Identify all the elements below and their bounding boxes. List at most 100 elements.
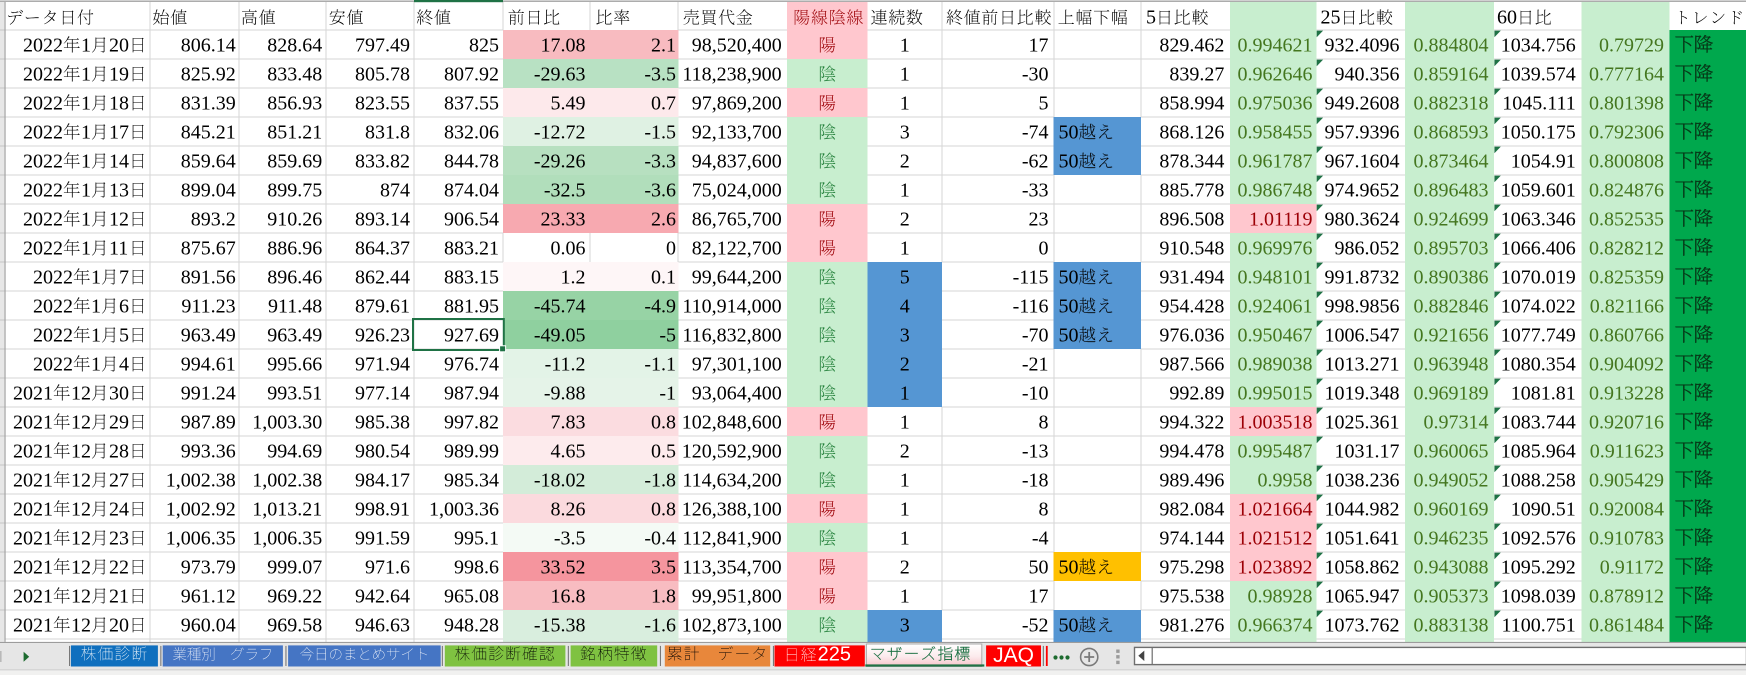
svg-text:1.021512: 1.021512 (1238, 527, 1313, 549)
svg-text:-5: -5 (659, 324, 676, 346)
svg-text:1: 1 (900, 237, 910, 259)
svg-text:1.2: 1.2 (561, 266, 586, 288)
svg-text:2021: 2021 (13, 411, 53, 433)
svg-text:0.948101: 0.948101 (1238, 266, 1313, 288)
svg-text:0: 0 (666, 237, 676, 259)
svg-text:961.12: 961.12 (181, 585, 236, 607)
svg-text:0.801398: 0.801398 (1589, 92, 1664, 114)
svg-text:2: 2 (900, 556, 910, 578)
svg-text:899.75: 899.75 (267, 179, 322, 201)
svg-text:883.15: 883.15 (444, 266, 499, 288)
svg-text:0.5: 0.5 (651, 440, 676, 462)
svg-text:969.58: 969.58 (267, 614, 322, 636)
svg-text:114,634,200: 114,634,200 (682, 469, 781, 491)
svg-text:1,013.21: 1,013.21 (252, 498, 322, 520)
svg-text:974.9652: 974.9652 (1325, 179, 1400, 201)
svg-text:2022: 2022 (23, 63, 63, 85)
svg-text:75,024,000: 75,024,000 (692, 179, 782, 201)
svg-text:0.946235: 0.946235 (1414, 527, 1489, 549)
svg-text:998.6: 998.6 (454, 556, 499, 578)
svg-text:885.778: 885.778 (1159, 179, 1224, 201)
svg-text:1: 1 (81, 237, 91, 259)
svg-text:891.56: 891.56 (181, 266, 236, 288)
svg-text:0.994621: 0.994621 (1238, 34, 1313, 56)
svg-text:8: 8 (1039, 411, 1049, 433)
svg-text:120,592,900: 120,592,900 (682, 440, 782, 462)
svg-text:0.924061: 0.924061 (1238, 295, 1313, 317)
svg-text:30: 30 (109, 382, 129, 404)
svg-text:25: 25 (1321, 7, 1341, 29)
svg-text:994.478: 994.478 (1159, 440, 1224, 462)
svg-text:1025.361: 1025.361 (1325, 411, 1400, 433)
svg-text:974.144: 974.144 (1159, 527, 1224, 549)
svg-text:1034.756: 1034.756 (1501, 34, 1576, 56)
svg-text:0.859164: 0.859164 (1414, 63, 1489, 85)
svg-text:12: 12 (71, 411, 91, 433)
svg-text:0.960169: 0.960169 (1414, 498, 1489, 520)
svg-text:994.69: 994.69 (267, 440, 322, 462)
svg-text:2022: 2022 (23, 34, 63, 56)
svg-text:28: 28 (109, 440, 129, 462)
svg-text:18: 18 (109, 92, 129, 114)
svg-text:1: 1 (900, 92, 910, 114)
svg-text:-1: -1 (659, 382, 676, 404)
svg-text:8: 8 (1039, 498, 1049, 520)
svg-text:1.01119: 1.01119 (1249, 208, 1313, 230)
svg-text:-1.5: -1.5 (644, 121, 676, 143)
svg-text:0.995487: 0.995487 (1238, 440, 1313, 462)
svg-text:2.6: 2.6 (651, 208, 676, 230)
svg-text:874.04: 874.04 (444, 179, 499, 201)
svg-text:980.3624: 980.3624 (1325, 208, 1400, 230)
svg-text:957.9396: 957.9396 (1325, 121, 1400, 143)
svg-text:975.538: 975.538 (1159, 585, 1224, 607)
svg-text:1038.236: 1038.236 (1325, 469, 1400, 491)
svg-text:2021: 2021 (13, 469, 53, 491)
svg-text:0.9958: 0.9958 (1258, 469, 1313, 491)
svg-text:881.95: 881.95 (444, 295, 499, 317)
svg-text:976.74: 976.74 (444, 353, 499, 375)
svg-text:3: 3 (900, 324, 910, 346)
svg-text:971.6: 971.6 (365, 556, 410, 578)
svg-text:0.986748: 0.986748 (1238, 179, 1313, 201)
svg-text:0.878912: 0.878912 (1589, 585, 1664, 607)
svg-text:97,869,200: 97,869,200 (692, 92, 782, 114)
svg-text:1090.51: 1090.51 (1511, 498, 1576, 520)
svg-text:2022: 2022 (33, 295, 73, 317)
svg-text:989.99: 989.99 (444, 440, 499, 462)
svg-text:0.913228: 0.913228 (1589, 382, 1664, 404)
svg-text:-0.4: -0.4 (644, 527, 676, 549)
svg-text:0.8: 0.8 (651, 498, 676, 520)
svg-text:833.48: 833.48 (267, 63, 322, 85)
svg-text:0.975036: 0.975036 (1238, 92, 1313, 114)
svg-text:2: 2 (900, 208, 910, 230)
svg-text:1083.744: 1083.744 (1501, 411, 1576, 433)
svg-text:997.82: 997.82 (444, 411, 499, 433)
svg-text:864.37: 864.37 (355, 237, 410, 259)
svg-text:991.59: 991.59 (355, 527, 410, 549)
svg-text:0.800808: 0.800808 (1589, 150, 1664, 172)
svg-text:1100.751: 1100.751 (1502, 614, 1576, 636)
svg-text:0.920716: 0.920716 (1589, 411, 1664, 433)
svg-text:927.69: 927.69 (444, 324, 499, 346)
svg-text:0.8: 0.8 (651, 411, 676, 433)
svg-text:831.39: 831.39 (181, 92, 236, 114)
svg-text:987.94: 987.94 (444, 382, 499, 404)
svg-text:12: 12 (71, 585, 91, 607)
svg-text:973.79: 973.79 (181, 556, 236, 578)
svg-text:1.8: 1.8 (651, 585, 676, 607)
svg-text:906.54: 906.54 (444, 208, 499, 230)
svg-text:825.92: 825.92 (181, 63, 236, 85)
svg-text:-1.8: -1.8 (644, 469, 676, 491)
svg-text:1,006.35: 1,006.35 (252, 527, 322, 549)
svg-text:883.21: 883.21 (444, 237, 499, 259)
svg-text:985.34: 985.34 (444, 469, 499, 491)
svg-text:995.66: 995.66 (267, 353, 322, 375)
svg-text:0.825359: 0.825359 (1589, 266, 1664, 288)
svg-text:2: 2 (900, 150, 910, 172)
svg-text:0.882846: 0.882846 (1414, 295, 1489, 317)
svg-text:982.084: 982.084 (1159, 498, 1224, 520)
svg-text:859.69: 859.69 (267, 150, 322, 172)
svg-text:999.07: 999.07 (267, 556, 322, 578)
svg-text:-52: -52 (1022, 614, 1049, 636)
svg-text:868.126: 868.126 (1159, 121, 1224, 143)
